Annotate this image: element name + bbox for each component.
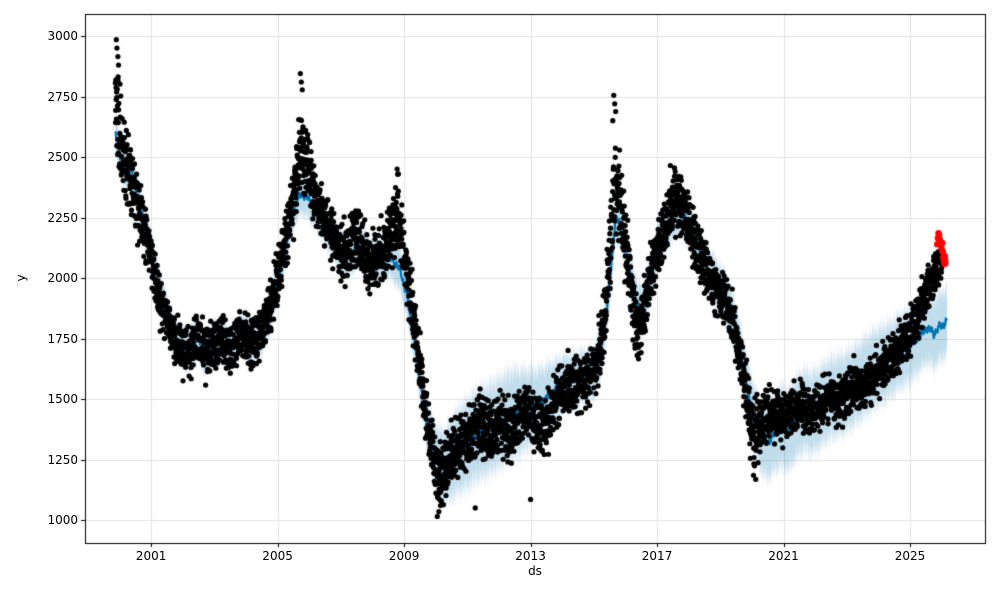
y-tick-label: 3000 xyxy=(47,29,78,44)
y-tick-label: 1750 xyxy=(47,331,78,346)
y-tick-label: 1250 xyxy=(47,452,78,467)
y-tick-label: 2000 xyxy=(47,271,78,286)
x-tick-label: 2013 xyxy=(515,549,546,563)
y-tick-label: 2750 xyxy=(47,89,78,104)
y-tick-label: 2500 xyxy=(47,150,78,165)
y-tick-label: 1000 xyxy=(47,513,78,527)
x-tick-label: 2009 xyxy=(388,549,420,563)
y-tick-label: 2250 xyxy=(47,210,78,225)
x-tick-label: 2005 xyxy=(262,549,293,563)
y-axis-label: y xyxy=(14,274,28,282)
x-tick-label: 2025 xyxy=(894,549,926,563)
x-axis-label: ds xyxy=(528,564,542,578)
x-tick-label: 2017 xyxy=(641,549,673,563)
x-tick-label: 2021 xyxy=(768,549,799,563)
y-tick-label: 1500 xyxy=(47,392,78,406)
x-tick-label: 2001 xyxy=(135,549,167,563)
